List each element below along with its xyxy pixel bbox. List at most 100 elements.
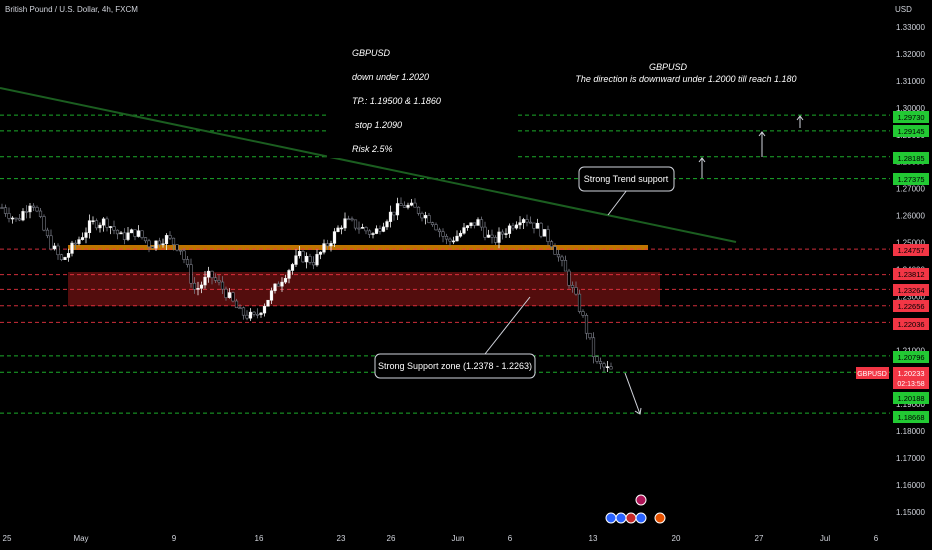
level-price-label: 1.23812 [897, 270, 924, 279]
trend-line[interactable] [0, 87, 737, 243]
candle-body [189, 264, 193, 284]
candle-body [31, 205, 36, 208]
candle-body [126, 232, 130, 240]
price-tick-label: 1.25000 [896, 239, 925, 248]
candle-body [483, 226, 487, 238]
candle-body [105, 218, 109, 228]
level-price-badge[interactable] [893, 111, 929, 123]
note-line-2: down under 1.2020 [352, 72, 429, 82]
candle-body [395, 203, 400, 216]
level-price-badge[interactable] [893, 284, 929, 296]
note-line-4: stop 1.2090 [355, 120, 402, 130]
date-tick-label: 27 [755, 534, 764, 543]
candle-body [584, 314, 589, 334]
candle-body [343, 218, 347, 229]
note-box-left [327, 38, 517, 158]
candle-body [399, 203, 403, 206]
candle-body [430, 222, 435, 225]
price-tick-label: 1.18000 [896, 427, 925, 436]
candle-body [371, 233, 375, 235]
date-tick-label: Jun [452, 534, 465, 543]
date-tick-label: 6 [874, 534, 879, 543]
candle-body [563, 260, 568, 272]
candle-body [535, 222, 540, 229]
level-price-label: 1.18668 [897, 413, 924, 422]
candle-body [287, 270, 291, 279]
candle-body [21, 211, 25, 221]
candle-body [465, 225, 470, 228]
note-right-title: GBPUSD [649, 62, 688, 72]
candle-body [469, 222, 473, 226]
candle-body [542, 229, 547, 237]
candle-body [385, 221, 389, 228]
level-price-badge[interactable] [893, 173, 929, 185]
candle-body [14, 217, 18, 220]
down-arrow [624, 372, 642, 415]
callout-support-zone[interactable]: Strong Support zone (1.2378 - 1.2263) [374, 296, 536, 379]
candle-body [101, 218, 106, 226]
current-symbol-badge [856, 367, 889, 379]
candle-body [276, 283, 281, 287]
candle-body [455, 235, 459, 242]
date-tick-label: Jul [820, 534, 830, 543]
resistance-line[interactable] [68, 245, 648, 250]
candle-body [227, 292, 232, 298]
up-arrows [698, 115, 804, 178]
callout-trend-text: Strong Trend support [584, 174, 669, 184]
level-price-badge[interactable] [893, 411, 929, 423]
level-price-badge[interactable] [893, 318, 929, 330]
level-price-badge[interactable] [893, 351, 929, 363]
candle-body [392, 211, 396, 216]
level-price-label: 1.29730 [897, 113, 924, 122]
price-tick-label: 1.23000 [896, 292, 925, 301]
note-line-3: TP.: 1.19500 & 1.1860 [352, 96, 441, 106]
candle-body [427, 215, 431, 224]
level-price-badge[interactable] [893, 244, 929, 256]
current-price-tag[interactable]: GBPUSD 1.20233 02:13:58 [856, 367, 929, 389]
candle-body [423, 215, 428, 219]
date-tick-label: 6 [508, 534, 513, 543]
level-price-badge[interactable] [893, 300, 929, 312]
candle-body [322, 243, 326, 253]
candle-body [318, 251, 323, 255]
candle-body [577, 293, 582, 312]
price-tick-label: 1.32000 [896, 50, 925, 59]
level-price-badge[interactable] [893, 125, 929, 137]
candle-body [157, 240, 162, 245]
level-price-label: 1.27375 [897, 175, 924, 184]
date-tick-label: 23 [337, 534, 346, 543]
price-tick-label: 1.31000 [896, 77, 925, 86]
candle-body [504, 233, 508, 235]
candle-body [458, 232, 463, 237]
candle-body [80, 237, 85, 240]
date-tick-label: 25 [3, 534, 12, 543]
price-tick-label: 1.33000 [896, 23, 925, 32]
candle-body [150, 246, 155, 249]
level-price-label: 1.29145 [897, 127, 924, 136]
candle-body [59, 254, 64, 260]
events-row[interactable] [605, 494, 666, 524]
level-price-badge[interactable] [893, 392, 929, 404]
time-axis[interactable]: 25 May 9 16 23 26 Jun 6 13 20 27 Jul 6 [3, 534, 879, 543]
callout-trend-support[interactable]: Strong Trend support [578, 166, 675, 216]
candle-body [49, 235, 53, 250]
candle-body [479, 219, 484, 228]
level-price-label: 1.24757 [897, 246, 924, 255]
candle-body [115, 229, 120, 235]
level-price-badge[interactable] [893, 152, 929, 164]
candle-body [525, 219, 529, 223]
price-tick-label: 1.30000 [896, 104, 925, 113]
level-price-badge[interactable] [893, 268, 929, 280]
event-flag-icon [635, 494, 647, 506]
candle-body [567, 270, 571, 286]
candle-body [290, 264, 295, 271]
candle-body [122, 232, 127, 240]
candle-body [269, 290, 274, 301]
candle-body [364, 227, 368, 232]
candle-body [168, 235, 172, 239]
candle-body [73, 242, 78, 245]
candle-body [311, 262, 316, 266]
candle-body [171, 237, 176, 245]
candle-body [350, 218, 354, 221]
